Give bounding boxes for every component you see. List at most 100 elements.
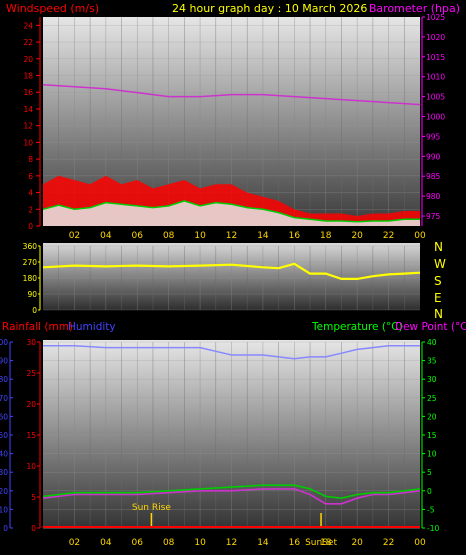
compass-e: E xyxy=(434,291,442,305)
temp-x-tick: 16 xyxy=(289,538,301,548)
baro-y-label: 1010 xyxy=(426,73,445,82)
temp-x-tick: 08 xyxy=(163,538,175,548)
rain-y-label: 30 xyxy=(26,338,36,347)
humidity-line xyxy=(43,344,420,360)
barometer-line xyxy=(42,83,421,106)
temp-x-tick: 00 xyxy=(414,538,426,548)
wind-y-label: 2 xyxy=(28,205,33,214)
temp-y-label: 20 xyxy=(427,412,437,421)
wind-y-label: 18 xyxy=(23,72,33,81)
temp-y-label: 40 xyxy=(427,338,437,347)
temp-x-tick: 14 xyxy=(257,538,269,548)
baro-y-label: 1020 xyxy=(426,33,445,42)
wind-y-label: 4 xyxy=(28,189,33,198)
temp-y-label: -10 xyxy=(427,524,439,533)
baro-y-label: 1005 xyxy=(426,93,445,102)
baro-y-label: 1025 xyxy=(426,13,445,22)
humidity-y-label: 40 xyxy=(0,450,8,459)
wind-axis-label: Windspeed (m/s) xyxy=(6,2,99,15)
wind-y-label: 16 xyxy=(23,88,33,97)
humidity-label: Humidity xyxy=(68,321,116,333)
rain-y-label: 15 xyxy=(26,431,36,440)
dir-y-label: 180 xyxy=(23,274,38,283)
temp-x-tick: 18 xyxy=(320,538,332,548)
baro-y-label: 980 xyxy=(426,192,441,201)
baro-y-label: 1015 xyxy=(426,53,445,62)
humidity-y-label: 10 xyxy=(0,505,8,514)
humidity-y-label: 30 xyxy=(0,468,8,477)
wind-x-tick: 02 xyxy=(69,231,80,241)
baro-y-label: 995 xyxy=(426,132,441,141)
temp-x-tick: 22 xyxy=(383,538,394,548)
wind-y-label: 12 xyxy=(23,122,33,131)
wind-x-tick: 22 xyxy=(383,231,394,241)
wind-x-tick: 20 xyxy=(351,231,363,241)
temperature-line xyxy=(42,484,421,500)
compass-s: S xyxy=(434,274,442,288)
dir-y-label: 360 xyxy=(23,242,38,251)
wind-y-label: 6 xyxy=(28,172,33,181)
rainfall-label: Rainfall (mm) xyxy=(2,321,73,333)
wind-x-tick: 12 xyxy=(226,231,237,241)
wind-x-tick: 18 xyxy=(320,231,332,241)
temp-y-label: 15 xyxy=(427,431,437,440)
sunrise-label: Sun Rise xyxy=(132,503,171,513)
dir-y-label: 0 xyxy=(32,306,37,315)
wind-x-tick: 10 xyxy=(194,231,206,241)
wind-x-tick: 16 xyxy=(289,231,301,241)
temp-y-label: 35 xyxy=(427,357,437,366)
rain-y-label: 0 xyxy=(31,524,36,533)
dewpoint-label: Dew Point (°C) xyxy=(395,321,466,333)
humidity-y-label: 80 xyxy=(0,375,8,384)
humidity-y-label: 20 xyxy=(0,487,8,496)
humidity-y-label: 70 xyxy=(0,394,8,403)
avg-wind-line xyxy=(42,200,420,223)
dir-y-label: 270 xyxy=(23,258,38,267)
rain-y-label: 10 xyxy=(26,462,36,471)
rain-y-label: 25 xyxy=(26,369,36,378)
barometer-axis-label: Barometer (hpa) xyxy=(369,2,460,15)
wind-x-tick: 04 xyxy=(100,231,112,241)
rain-y-label: 20 xyxy=(26,400,36,409)
dewpoint-line xyxy=(42,488,421,505)
humidity-y-label: 100 xyxy=(0,338,8,347)
wind-y-label: 20 xyxy=(23,55,33,64)
wind-x-tick: 14 xyxy=(257,231,269,241)
temp-y-label: 30 xyxy=(427,375,437,384)
rain-y-label: 5 xyxy=(31,493,36,502)
humidity-y-label: 90 xyxy=(0,357,8,366)
temp-x-tick: 04 xyxy=(100,538,112,548)
sunset-label: SunSet xyxy=(305,538,337,548)
axes: 0246810121416182022249759809859909951000… xyxy=(0,13,445,548)
wind-x-tick: 06 xyxy=(132,231,144,241)
wind-y-label: 24 xyxy=(23,21,33,30)
data-series xyxy=(42,83,421,528)
temp-x-tick: 12 xyxy=(226,538,237,548)
temp-x-tick: 10 xyxy=(194,538,206,548)
dir-y-label: 90 xyxy=(27,290,37,299)
temp-y-label: 10 xyxy=(427,450,437,459)
baro-y-label: 985 xyxy=(426,172,441,181)
wind-y-label: 14 xyxy=(23,105,33,114)
temperature-label: Temperature (°C) xyxy=(311,321,403,333)
humidity-y-label: 60 xyxy=(0,412,8,421)
temp-y-label: 0 xyxy=(427,487,432,496)
temp-x-tick: 20 xyxy=(351,538,363,548)
temp-y-label: -5 xyxy=(427,505,435,514)
wind-x-tick: 08 xyxy=(163,231,175,241)
baro-y-label: 975 xyxy=(426,212,441,221)
humidity-y-label: 50 xyxy=(0,431,8,440)
page-title: 24 hour graph day : 10 March 2026 xyxy=(172,2,367,15)
wind-y-label: 10 xyxy=(23,138,33,147)
humidity-y-label: 0 xyxy=(3,524,8,533)
wind-y-label: 8 xyxy=(28,155,33,164)
wind-x-tick: 00 xyxy=(414,231,426,241)
compass-n-top: N xyxy=(434,240,443,254)
temp-x-tick: 06 xyxy=(132,538,144,548)
baro-y-label: 1000 xyxy=(426,113,445,122)
baro-y-label: 990 xyxy=(426,152,441,161)
wind-y-label: 0 xyxy=(28,222,33,231)
compass-w: W xyxy=(434,257,446,271)
temp-y-label: 25 xyxy=(427,394,437,403)
